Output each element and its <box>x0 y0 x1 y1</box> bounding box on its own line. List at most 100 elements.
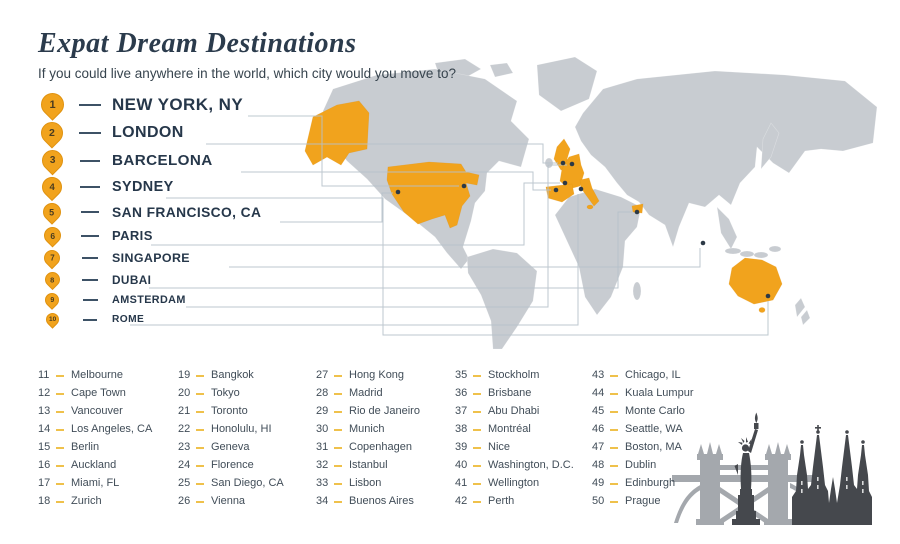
rank-dash <box>82 278 98 281</box>
map-new-zealand <box>800 309 811 326</box>
runnerup-city: Montréal <box>488 423 531 435</box>
runnerup-item: 33 Lisbon <box>316 474 455 492</box>
rank-dash-small <box>473 500 481 503</box>
runnerup-city: Kuala Lumpur <box>625 387 694 399</box>
rank-number: 17 <box>38 477 51 489</box>
rank-number: 19 <box>178 369 191 381</box>
runnerup-city: Madrid <box>349 387 383 399</box>
runnerup-city: Dublin <box>625 459 657 471</box>
rank-number: 25 <box>178 477 191 489</box>
map-greenland <box>536 56 598 112</box>
runnerup-city: Bangkok <box>211 369 254 381</box>
runnerup-city: Zurich <box>71 495 102 507</box>
rank-dash-small <box>56 428 64 431</box>
rank-number: 39 <box>455 441 468 453</box>
runnerup-city: Abu Dhabi <box>488 405 540 417</box>
rank-number: 35 <box>455 369 468 381</box>
header: Expat Dream Destinations If you could li… <box>38 28 456 81</box>
map-island <box>768 245 782 253</box>
rank-number: 36 <box>455 387 468 399</box>
rank-dash-small <box>610 464 618 467</box>
top10-row: 2 LONDON <box>36 117 306 149</box>
runnerup-column-1: 11 Melbourne 12 Cape Town 13 Vancouver <box>38 366 178 510</box>
rank-dash-small <box>473 392 481 395</box>
runnerup-city: Washington, D.C. <box>488 459 574 471</box>
rank-number: 34 <box>316 495 329 507</box>
rank-number: 20 <box>178 387 191 399</box>
runnerup-city: Seattle, WA <box>625 423 683 435</box>
rank-dash-small <box>473 464 481 467</box>
pin-box: 9 <box>36 290 68 310</box>
rank-number: 43 <box>592 369 605 381</box>
rank-dash-small <box>334 464 342 467</box>
runnerup-item: 29 Rio de Janeiro <box>316 402 455 420</box>
pin-rank-number: 8 <box>49 275 55 285</box>
top10-row: 8 DUBAI <box>36 268 306 291</box>
runnerup-city: Perth <box>488 495 515 507</box>
rank-number: 24 <box>178 459 191 471</box>
rank-dash-small <box>56 500 64 503</box>
rank-dash-small <box>334 428 342 431</box>
runnerup-item: 15 Berlin <box>38 438 178 456</box>
landmark-silhouettes <box>672 412 872 525</box>
rank-pin-icon: 7 <box>40 246 64 270</box>
rank-pin-icon: 10 <box>42 310 62 329</box>
rank-number: 14 <box>38 423 51 435</box>
rank-number: 42 <box>455 495 468 507</box>
rank-number: 26 <box>178 495 191 507</box>
runnerup-city: Wellington <box>488 477 540 489</box>
rank-dash-small <box>610 392 618 395</box>
top10-row: 3 BARCELONA <box>36 145 306 176</box>
rank-number: 48 <box>592 459 605 471</box>
rank-dash-small <box>56 410 64 413</box>
runnerup-item: 21 Toronto <box>178 402 316 420</box>
map-island <box>724 247 742 255</box>
world-map <box>304 56 878 350</box>
pin-rank-number: 2 <box>49 127 55 139</box>
runnerup-item: 20 Tokyo <box>178 384 316 402</box>
rank-number: 45 <box>592 405 605 417</box>
runnerup-city: San Diego, CA <box>211 477 284 489</box>
top10-row: 1 NEW YORK, NY <box>35 88 306 121</box>
rank-dash-small <box>56 482 64 485</box>
rank-pin-icon: 2 <box>36 117 68 149</box>
runnerup-item: 13 Vancouver <box>38 402 178 420</box>
runnerup-item: 42 Perth <box>455 492 592 510</box>
city-name: SAN FRANCISCO, CA <box>112 204 262 220</box>
rank-number: 47 <box>592 441 605 453</box>
rank-dash <box>81 234 99 237</box>
dash-box <box>68 257 112 259</box>
rank-dash-small <box>196 482 204 485</box>
runnerup-item: 11 Melbourne <box>38 366 178 384</box>
runnerup-city: Prague <box>625 495 661 507</box>
runnerup-city: Vancouver <box>71 405 123 417</box>
map-island <box>739 250 755 258</box>
runnerup-item: 24 Florence <box>178 456 316 474</box>
runnerup-city: Brisbane <box>488 387 532 399</box>
runnerup-column-4: 35 Stockholm 36 Brisbane 37 Abu Dhabi <box>455 366 592 510</box>
city-name: NEW YORK, NY <box>112 94 244 114</box>
rank-dash-small <box>334 410 342 413</box>
rank-dash-small <box>334 446 342 449</box>
runnerup-item: 32 Istanbul <box>316 456 455 474</box>
runnerup-city: Hong Kong <box>349 369 405 381</box>
rank-number: 12 <box>38 387 51 399</box>
runnerup-item: 23 Geneva <box>178 438 316 456</box>
rank-dash <box>83 318 97 321</box>
rank-dash-small <box>56 446 64 449</box>
rank-number: 15 <box>38 441 51 453</box>
runnerup-city: Edinburgh <box>625 477 676 489</box>
rank-number: 18 <box>38 495 51 507</box>
runnerup-city: Honolulu, HI <box>211 423 272 435</box>
rank-dash <box>80 186 100 188</box>
rank-number: 40 <box>455 459 468 471</box>
map-australia <box>728 257 783 305</box>
rank-dash-small <box>196 428 204 431</box>
map-island <box>753 251 769 259</box>
pin-box: 3 <box>36 145 68 176</box>
rank-dash-small <box>56 374 64 377</box>
map-arctic-island <box>489 62 514 78</box>
map-africa <box>554 188 642 316</box>
runnerup-columns: 11 Melbourne 12 Cape Town 13 Vancouver <box>38 366 717 510</box>
runnerup-item: 28 Madrid <box>316 384 455 402</box>
